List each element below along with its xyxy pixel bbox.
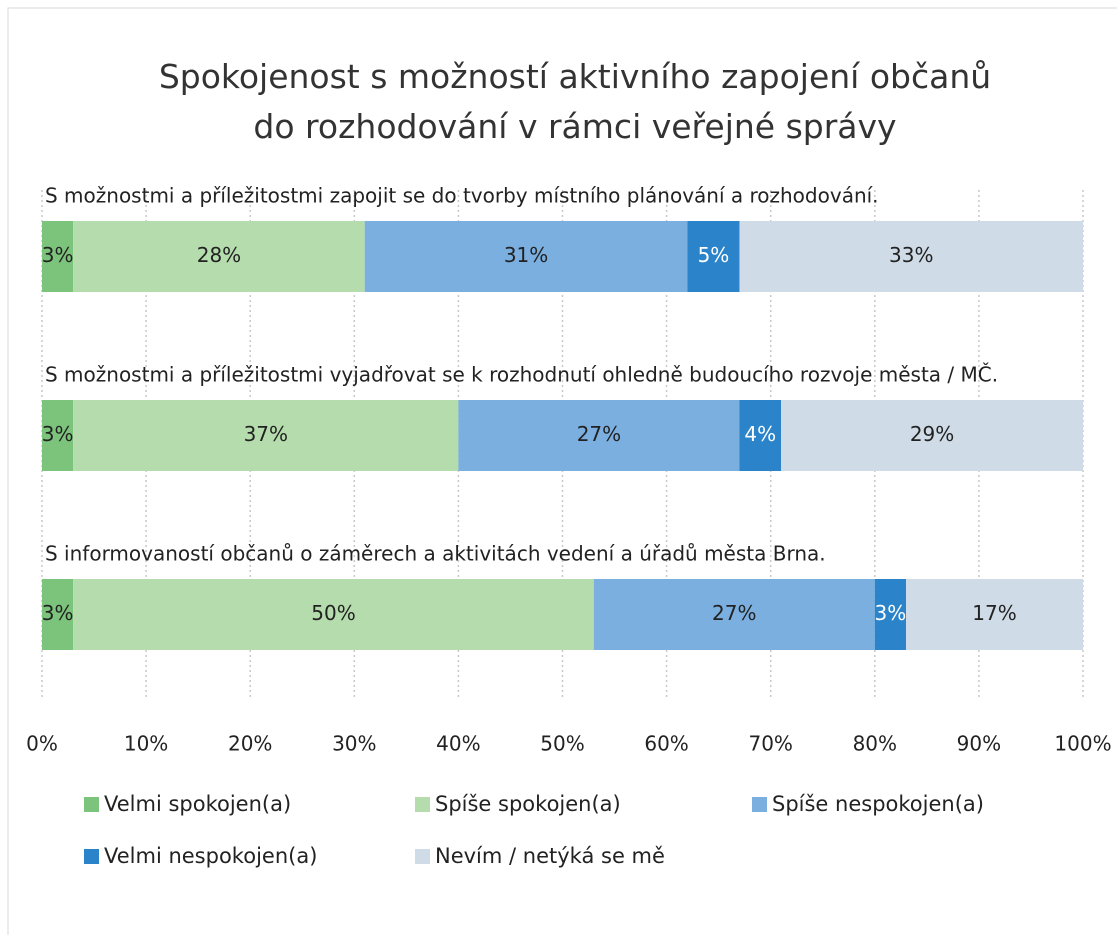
data-label: 3% (42, 422, 74, 446)
bar-segment (739, 400, 782, 471)
data-label: 3% (875, 601, 907, 625)
bar-segment (687, 221, 740, 292)
legend-swatch (752, 797, 767, 812)
legend-swatch (84, 849, 99, 864)
legend-label: Nevím / netýká se mě (435, 844, 665, 868)
x-tick-label: 90% (957, 732, 1001, 756)
chart-title: Spokojenost s možností aktivního zapojen… (158, 57, 992, 146)
bar-segment (906, 579, 1083, 650)
category-label: S informovaností občanů o záměrech a akt… (45, 542, 826, 566)
bar-segment (458, 400, 740, 471)
category-label: S možnostmi a příležitostmi vyjadřovat s… (45, 363, 998, 387)
x-tick-label: 50% (540, 732, 584, 756)
data-label: 5% (698, 243, 730, 267)
bar-segment (42, 400, 74, 471)
legend-label: Spíše spokojen(a) (435, 792, 621, 816)
legend-swatch (415, 849, 430, 864)
data-label: 3% (42, 243, 74, 267)
data-label: 27% (577, 422, 621, 446)
bar-segment (739, 221, 1083, 292)
bar-segment (42, 221, 74, 292)
bar-segment (73, 400, 459, 471)
x-tick-label: 60% (644, 732, 688, 756)
bar-segment (73, 221, 365, 292)
x-tick-label: 0% (26, 732, 58, 756)
legend-label: Velmi nespokojen(a) (104, 844, 317, 868)
data-label: 31% (504, 243, 548, 267)
bar-segment (593, 579, 875, 650)
x-tick-label: 40% (436, 732, 480, 756)
data-label: 27% (712, 601, 756, 625)
legend-swatch (415, 797, 430, 812)
legend-label: Velmi spokojen(a) (104, 792, 291, 816)
data-label: 28% (197, 243, 241, 267)
bar-segment (364, 221, 688, 292)
data-label: 37% (244, 422, 288, 446)
legend-label: Spíše nespokojen(a) (772, 792, 984, 816)
x-tick-label: 100% (1054, 732, 1111, 756)
x-tick-label: 10% (124, 732, 168, 756)
bar-segment (42, 579, 74, 650)
data-label: 17% (972, 601, 1016, 625)
data-label: 3% (42, 601, 74, 625)
x-tick-label: 30% (332, 732, 376, 756)
x-tick-label: 70% (748, 732, 792, 756)
bar-segment (874, 579, 907, 650)
legend-swatch (84, 797, 99, 812)
data-label: 4% (744, 422, 776, 446)
data-label: 33% (889, 243, 933, 267)
bar-segment (73, 579, 594, 650)
data-label: 29% (910, 422, 954, 446)
x-tick-label: 80% (853, 732, 897, 756)
data-label: 50% (311, 601, 355, 625)
category-label: S možnostmi a příležitostmi zapojit se d… (45, 184, 879, 208)
bar-segment (781, 400, 1083, 471)
x-tick-label: 20% (228, 732, 272, 756)
